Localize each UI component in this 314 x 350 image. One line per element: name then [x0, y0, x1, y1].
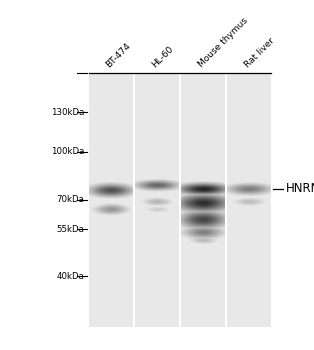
Text: HL-60: HL-60	[151, 44, 176, 69]
Text: Mouse thymus: Mouse thymus	[197, 16, 250, 69]
Text: Rat liver: Rat liver	[243, 36, 276, 69]
Text: 100kDa: 100kDa	[51, 147, 84, 156]
Text: 130kDa: 130kDa	[51, 108, 84, 117]
Text: 70kDa: 70kDa	[56, 196, 84, 204]
Text: 40kDa: 40kDa	[56, 272, 84, 281]
Text: BT-474: BT-474	[105, 41, 133, 69]
Text: HNRNPM: HNRNPM	[286, 182, 314, 195]
Text: 55kDa: 55kDa	[56, 225, 84, 234]
